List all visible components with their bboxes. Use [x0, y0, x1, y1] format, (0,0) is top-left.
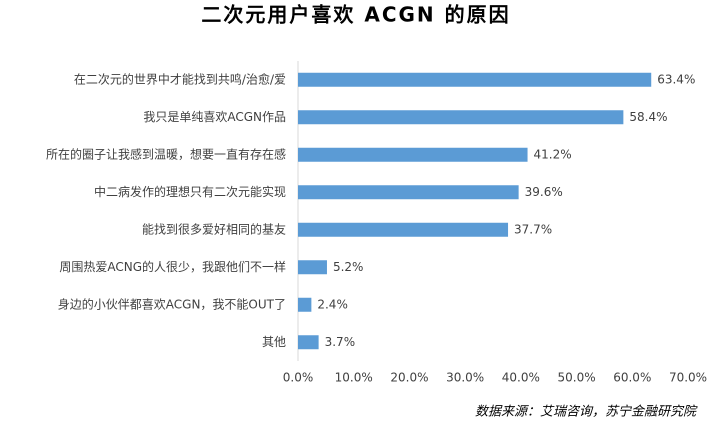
value-label: 2.4% — [317, 297, 348, 311]
y-tick-label: 身边的小伙伴都喜欢ACGN，我不能OUT了 — [58, 296, 286, 311]
value-label: 41.2% — [534, 147, 572, 161]
y-tick-label: 能找到很多爱好相同的基友 — [142, 221, 286, 236]
x-tick-label: 10.0% — [335, 371, 373, 385]
y-tick-label: 在二次元的世界中才能找到共鸣/治愈/爱 — [74, 71, 286, 86]
bar — [298, 297, 312, 312]
y-tick-label: 其他 — [262, 335, 286, 349]
x-tick-label: 50.0% — [558, 371, 596, 385]
x-tick-label: 60.0% — [613, 371, 651, 385]
chart-title: 二次元用户喜欢 ACGN 的原因 — [201, 3, 510, 27]
value-label: 37.7% — [514, 222, 552, 236]
x-tick-label: 0.0% — [283, 371, 314, 385]
value-label: 63.4% — [657, 72, 695, 86]
bar — [298, 147, 528, 162]
x-tick-label: 20.0% — [390, 371, 428, 385]
value-label: 39.6% — [525, 185, 563, 199]
value-label: 3.7% — [325, 335, 356, 349]
x-tick-label: 40.0% — [502, 371, 540, 385]
bar — [298, 72, 652, 87]
bar — [298, 260, 327, 275]
x-tick-label: 30.0% — [446, 371, 484, 385]
bar — [298, 185, 519, 200]
value-label: 5.2% — [333, 260, 364, 274]
y-tick-label: 我只是单纯喜欢ACGN作品 — [143, 109, 286, 124]
bar — [298, 110, 624, 125]
y-tick-label: 所在的圈子让我感到温暖，想要一直有存在感 — [46, 146, 286, 161]
y-tick-label: 周围热爱ACNG的人很少，我跟他们不一样 — [59, 259, 286, 274]
x-tick-label: 70.0% — [669, 371, 707, 385]
y-tick-label: 中二病发作的理想只有二次元能实现 — [94, 184, 286, 199]
bar — [298, 335, 319, 350]
bar — [298, 222, 509, 237]
source-note: 数据来源：艾瑞咨询，苏宁金融研究院 — [475, 404, 698, 420]
value-label: 58.4% — [629, 110, 667, 124]
